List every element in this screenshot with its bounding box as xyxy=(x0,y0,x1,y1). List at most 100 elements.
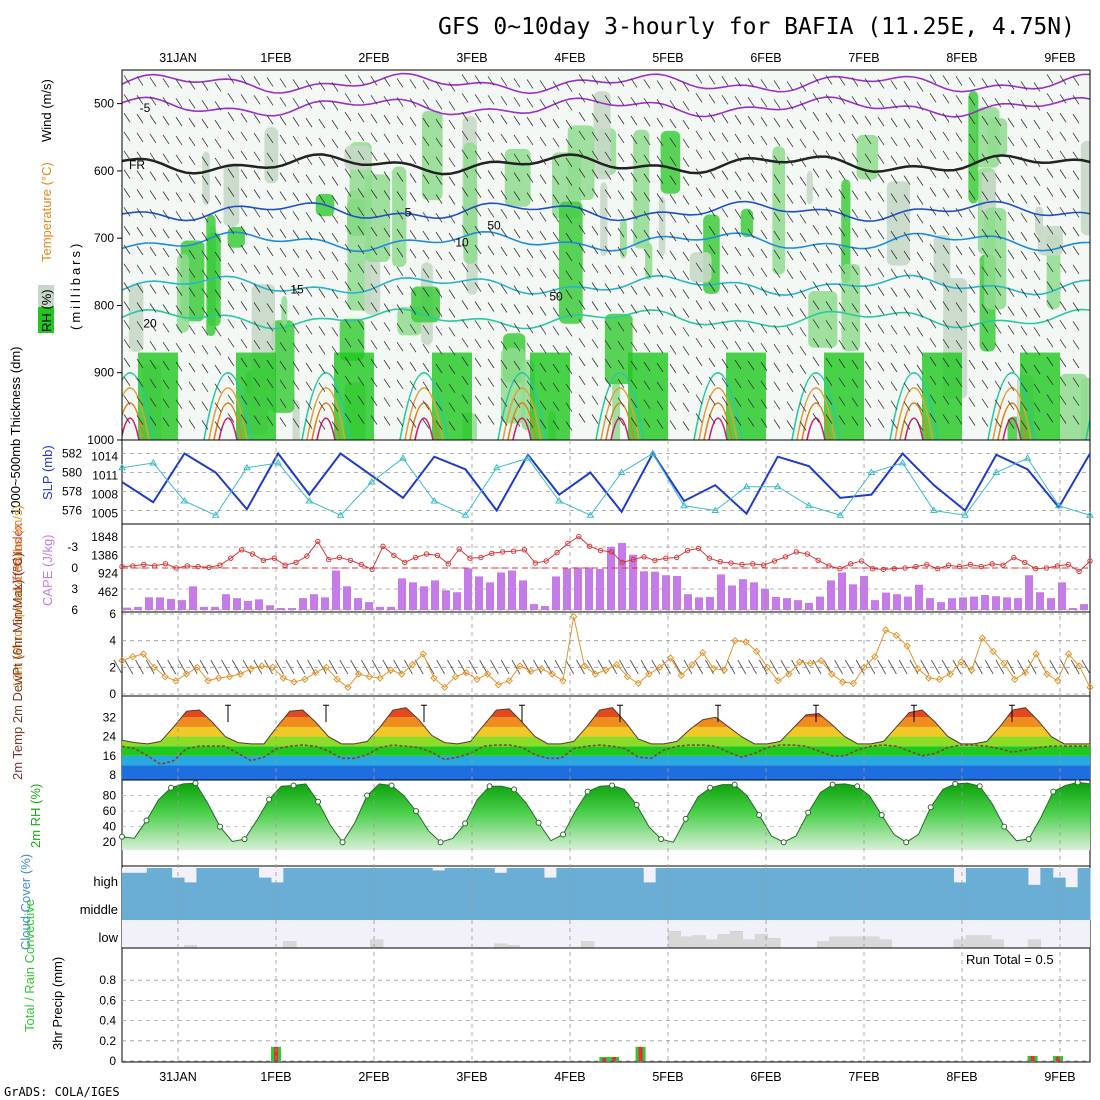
wind-barb xyxy=(747,134,755,145)
li-marker xyxy=(554,549,560,556)
warm-dome-isotherm xyxy=(409,402,439,440)
wind-barb xyxy=(734,397,742,407)
wind-barb xyxy=(162,247,170,258)
wind-barb xyxy=(682,421,690,431)
wind-barb xyxy=(1020,401,1028,411)
wind-barb xyxy=(136,339,144,350)
wind-barb xyxy=(513,134,521,145)
wind-barb xyxy=(136,189,144,199)
wind-barb xyxy=(500,246,508,257)
wind-barb xyxy=(786,156,794,167)
wind-barb xyxy=(1007,249,1015,260)
wind-barb xyxy=(526,154,534,165)
wind-barb xyxy=(916,119,924,130)
cloud-cover-bar-high xyxy=(816,868,830,892)
wind-barb xyxy=(760,98,768,108)
wind-barb xyxy=(331,383,339,394)
wind-barb xyxy=(942,75,950,85)
wind-barb xyxy=(240,131,248,142)
wind-barb xyxy=(617,227,625,238)
li-marker xyxy=(206,564,212,570)
wind-speed-marker xyxy=(914,664,922,673)
wind-speed-marker xyxy=(892,631,901,640)
wind-barb xyxy=(578,394,586,404)
wind-barb xyxy=(994,98,1002,108)
wind-speed-marker xyxy=(322,663,331,672)
wind-barb xyxy=(396,341,404,352)
wind-barb xyxy=(903,156,911,167)
cloud-cover-bar-high xyxy=(630,868,644,892)
wind-barb xyxy=(682,308,690,318)
wind-barb xyxy=(708,169,716,179)
cloud-cover-bar-high xyxy=(345,868,359,892)
wind-barb xyxy=(994,399,1002,409)
wind-barb xyxy=(136,226,144,237)
wind-barb xyxy=(383,227,391,238)
wind-speed-marker xyxy=(677,671,685,680)
wind-barb xyxy=(487,189,495,199)
li-marker xyxy=(978,563,984,570)
wind-barb xyxy=(253,339,261,350)
warm-dome-isotherm xyxy=(399,372,449,440)
wind-barb xyxy=(1059,112,1067,123)
warm-dome-isotherm xyxy=(904,417,924,440)
cloud-cover-bar-middle xyxy=(543,892,557,920)
wind-barb xyxy=(383,359,391,370)
wind-barb xyxy=(383,284,391,294)
wind-barb-10m xyxy=(436,659,446,675)
wind-barb xyxy=(955,95,963,105)
wind-barb xyxy=(279,210,287,220)
wind-barb xyxy=(448,157,456,168)
wind-barb xyxy=(890,306,898,316)
wind-barb xyxy=(656,249,664,260)
wind-barb xyxy=(565,138,573,149)
wind-barb xyxy=(396,417,404,427)
wind-barb-10m xyxy=(210,659,220,675)
rh-marker xyxy=(609,782,616,789)
wind-barb xyxy=(1020,420,1028,430)
wind-barb xyxy=(578,111,586,122)
wind-barb xyxy=(929,243,937,254)
cloud-level-label: high xyxy=(93,874,118,889)
wind-barb xyxy=(721,283,729,293)
wind-barb xyxy=(578,149,586,160)
wind-barb xyxy=(305,117,313,128)
li-marker xyxy=(771,558,778,564)
wind-barb xyxy=(370,208,378,218)
cape-bar xyxy=(486,582,494,610)
wind-barb xyxy=(695,413,703,423)
wind-barb xyxy=(396,360,404,371)
wind-barb xyxy=(903,420,911,430)
temperature-band xyxy=(122,746,1090,756)
wind-barb xyxy=(851,284,859,294)
wind-barb xyxy=(942,263,950,274)
wind-barb xyxy=(175,380,183,391)
wind-speed-marker xyxy=(1011,675,1019,684)
li-marker xyxy=(826,563,832,569)
wind-speed-marker xyxy=(580,662,589,670)
wind-barb xyxy=(162,341,170,352)
wind-barb xyxy=(981,153,989,164)
wind-barb xyxy=(123,301,131,311)
wind-barb xyxy=(513,379,521,390)
wind-barb xyxy=(331,364,339,375)
wind-barb xyxy=(240,150,248,161)
wind-barb xyxy=(422,362,430,373)
wind-barb xyxy=(266,209,274,219)
wind-barb xyxy=(474,338,482,349)
cloud-cover-bar-middle xyxy=(407,892,421,920)
wind-barb xyxy=(448,383,456,394)
wind-barb xyxy=(383,96,391,106)
wind-barb xyxy=(318,118,326,129)
wind-barb xyxy=(578,337,586,348)
wind-barb xyxy=(279,97,287,107)
cloud-cover-bar-middle xyxy=(630,892,644,920)
wind-barb xyxy=(786,269,794,280)
cape-bar xyxy=(629,554,637,610)
rh-marker xyxy=(756,812,763,818)
wind-barb xyxy=(721,170,729,180)
wind-barb xyxy=(604,302,612,312)
